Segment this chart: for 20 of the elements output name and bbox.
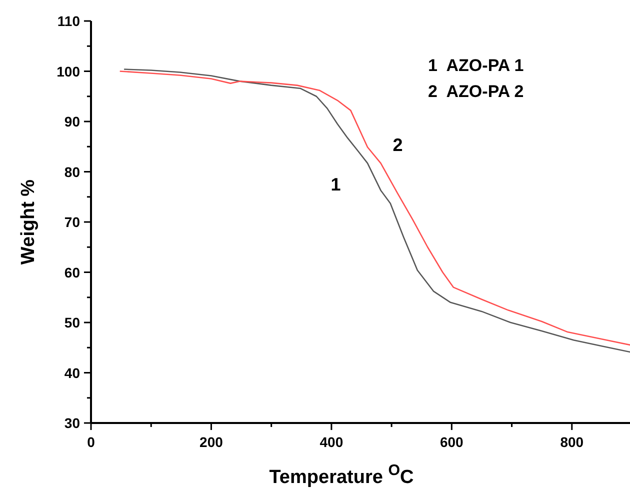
y-tick-label: 70: [64, 214, 80, 230]
x-tick-label: 200: [200, 434, 224, 450]
y-tick-label: 90: [64, 114, 80, 130]
x-tick-label: 0: [87, 434, 96, 450]
y-tick-label: 60: [64, 264, 80, 280]
series-label: 2: [392, 135, 403, 156]
x-axis-title: Temperature $^{O}$C: [269, 462, 414, 488]
x-tick-label: 600: [440, 434, 464, 450]
y-tick-label: 30: [64, 415, 80, 431]
y-tick-label: 80: [64, 164, 80, 180]
y-tick-label: 100: [56, 63, 80, 80]
y-tick-label: 110: [57, 13, 80, 29]
y-axis-title: Weight %: [18, 179, 39, 265]
y-tick-label: 50: [64, 314, 80, 330]
annotation: 1 AZO-PA 1: [428, 56, 524, 75]
x-tick-label: 800: [560, 434, 584, 450]
series-label: 1: [330, 174, 341, 194]
x-tick-label: 400: [320, 434, 344, 450]
annotation: 2 AZO-PA 2: [428, 82, 524, 101]
y-tick-label: 40: [64, 364, 80, 381]
